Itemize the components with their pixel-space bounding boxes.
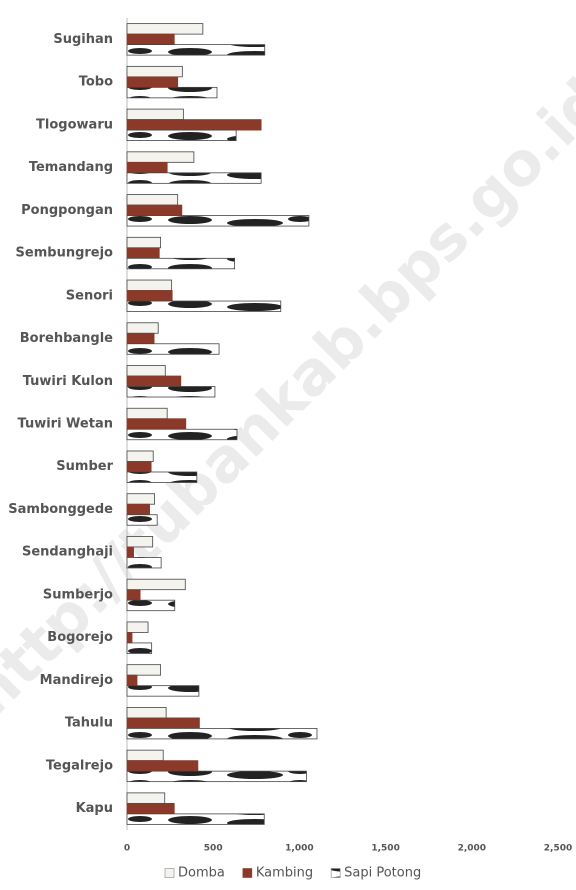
bar xyxy=(126,770,307,783)
bar xyxy=(126,589,141,601)
bar xyxy=(126,300,282,312)
bar xyxy=(126,503,150,516)
bar xyxy=(126,332,155,345)
legend-label: Kambing xyxy=(256,866,313,881)
y-tick-label: Borehbangle xyxy=(20,331,113,346)
bar xyxy=(126,428,238,441)
y-tick-label: Temandang xyxy=(29,160,113,175)
bar xyxy=(126,161,168,174)
y-tick-label: Tuwiri Kulon xyxy=(23,374,113,389)
y-tick-label: Bogorejo xyxy=(47,630,113,645)
x-tick-label: 0 xyxy=(124,844,130,854)
bar xyxy=(126,257,235,270)
bar xyxy=(126,450,154,462)
bar xyxy=(126,642,153,654)
bar xyxy=(126,685,200,697)
bar xyxy=(126,599,176,612)
bar xyxy=(126,44,266,56)
y-tick-label: Tobo xyxy=(79,75,113,90)
bar xyxy=(126,119,262,131)
bar xyxy=(126,632,133,644)
y-tick-label: Senori xyxy=(66,288,113,303)
bar xyxy=(126,461,152,473)
legend-swatch xyxy=(242,868,253,878)
bar xyxy=(126,33,175,46)
bar xyxy=(126,290,173,302)
y-tick-label: Sumberjo xyxy=(43,587,113,602)
bar xyxy=(126,418,187,430)
x-tick-label: 1,500 xyxy=(371,844,399,854)
bar xyxy=(126,108,184,120)
bar xyxy=(126,386,216,398)
bar xyxy=(126,343,220,355)
bar xyxy=(126,129,237,141)
bar xyxy=(126,375,182,387)
bar xyxy=(126,322,159,334)
legend-label: Sapi Potong xyxy=(344,866,421,881)
y-tick-label: Tegalrejo xyxy=(46,758,113,773)
bar xyxy=(126,279,173,291)
bar xyxy=(126,172,262,184)
y-tick-label: Sugihan xyxy=(53,32,113,47)
x-tick-label: 2,500 xyxy=(544,844,572,854)
legend-swatch xyxy=(164,868,175,878)
y-tick-label: Sembungrejo xyxy=(16,246,114,261)
bar xyxy=(126,365,166,377)
y-tick-label: Sumber xyxy=(56,459,113,474)
bar xyxy=(126,204,183,216)
y-tick-label: Sendanghaji xyxy=(22,545,113,560)
bar xyxy=(126,546,134,558)
bar xyxy=(126,215,310,227)
bar xyxy=(126,557,162,569)
bar xyxy=(126,407,168,420)
bar xyxy=(126,792,166,804)
bar xyxy=(126,664,162,676)
x-tick-label: 500 xyxy=(204,844,223,854)
bar xyxy=(126,236,162,249)
y-tick-label: Tuwiri Wetan xyxy=(18,417,114,432)
bar xyxy=(126,760,199,772)
y-tick-label: Tlogowaru xyxy=(36,117,113,132)
bar xyxy=(126,728,318,740)
bar xyxy=(126,151,195,163)
bar xyxy=(126,717,200,729)
bar xyxy=(126,194,179,206)
bar xyxy=(126,802,175,815)
bar xyxy=(126,247,160,259)
x-tick-label: 1,000 xyxy=(285,844,313,854)
legend-label: Domba xyxy=(178,866,225,881)
bar xyxy=(126,578,186,591)
bar xyxy=(126,493,155,505)
bar xyxy=(126,813,265,825)
legend-swatch xyxy=(330,868,341,878)
y-tick-label: Mandirejo xyxy=(40,673,113,688)
x-tick-label: 2,000 xyxy=(458,844,486,854)
bar xyxy=(126,471,198,483)
bar xyxy=(126,707,167,719)
y-tick-label: Pongpongan xyxy=(21,203,113,218)
bar xyxy=(126,514,158,526)
bar xyxy=(126,86,218,99)
y-tick-label: Sambonggede xyxy=(8,502,113,517)
bar xyxy=(126,76,179,88)
bar xyxy=(126,749,164,762)
bar xyxy=(126,674,138,687)
bar xyxy=(126,65,183,78)
bar xyxy=(126,621,149,633)
y-tick-label: Tahulu xyxy=(65,716,113,731)
y-tick-label: Kapu xyxy=(76,801,113,816)
bar xyxy=(126,536,154,548)
bar xyxy=(126,23,204,35)
